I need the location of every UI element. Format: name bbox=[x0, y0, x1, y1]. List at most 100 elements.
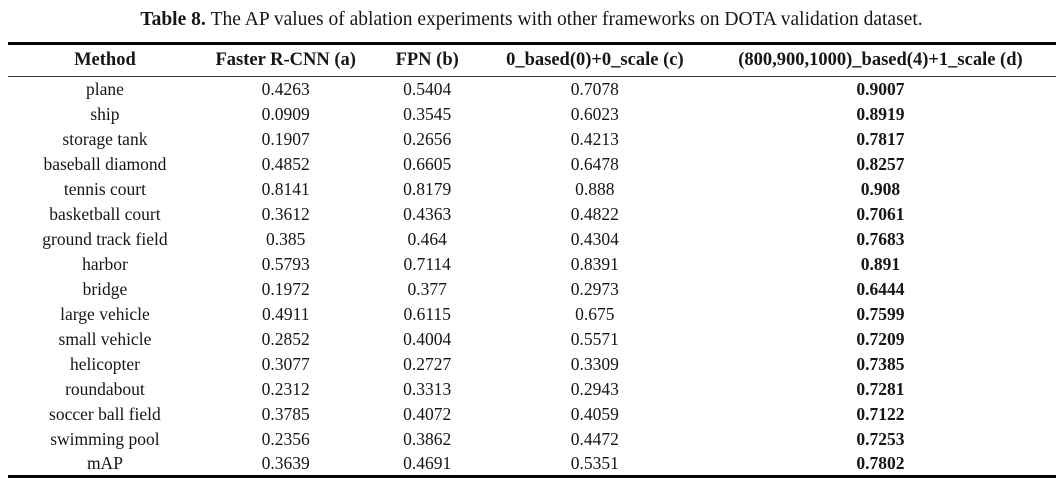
value-cell: 0.1972 bbox=[261, 278, 310, 299]
method-cell: roundabout bbox=[65, 378, 145, 399]
table-row: tennis court 0.8141 0.8179 0.888 0.908 bbox=[8, 177, 1056, 202]
table-row: basketball court 0.3612 0.4363 0.4822 0.7061 bbox=[8, 202, 1056, 227]
value-cell: 0.6115 bbox=[403, 303, 451, 324]
value-cell: 0.6444 bbox=[856, 278, 905, 299]
table-caption: Table 8. The AP values of ablation exper… bbox=[0, 0, 1063, 32]
method-cell: storage tank bbox=[62, 128, 148, 149]
value-cell: 0.4263 bbox=[261, 78, 310, 99]
table-row: swimming pool 0.2356 0.3862 0.4472 0.7253 bbox=[8, 427, 1056, 452]
value-cell: 0.7599 bbox=[856, 303, 905, 324]
value-cell: 0.2973 bbox=[570, 278, 619, 299]
table-row: helicopter 0.3077 0.2727 0.3309 0.7385 bbox=[8, 352, 1056, 377]
table-row: plane 0.4263 0.5404 0.7078 0.9007 bbox=[8, 77, 1056, 102]
value-cell: 0.4472 bbox=[570, 428, 619, 449]
value-cell: 0.3545 bbox=[403, 103, 452, 124]
value-cell: 0.908 bbox=[860, 178, 901, 199]
table-row: ground track field 0.385 0.464 0.4304 0.7683 bbox=[8, 227, 1056, 252]
value-cell: 0.2356 bbox=[261, 428, 310, 449]
value-cell: 0.8391 bbox=[570, 253, 619, 274]
value-cell: 0.888 bbox=[575, 178, 615, 199]
ap-values-table: Method Faster R-CNN (a) FPN (b) 0_based(0)+… bbox=[8, 42, 1056, 478]
value-cell: 0.7122 bbox=[856, 403, 905, 424]
value-cell: 0.3309 bbox=[570, 353, 619, 374]
table-row: bridge 0.1972 0.377 0.2973 0.6444 bbox=[8, 277, 1056, 302]
method-cell: baseball diamond bbox=[43, 153, 167, 174]
value-cell: 0.7209 bbox=[856, 328, 905, 349]
method-cell: soccer ball field bbox=[49, 403, 161, 424]
value-cell: 0.7281 bbox=[856, 378, 905, 399]
table-row: baseball diamond 0.4852 0.6605 0.6478 0.8257 bbox=[8, 152, 1056, 177]
table-header: Method Faster R-CNN (a) FPN (b) 0_based(0)+… bbox=[8, 43, 1056, 77]
column-header: Faster R-CNN (a) bbox=[201, 43, 370, 77]
value-cell: 0.4822 bbox=[570, 203, 619, 224]
value-cell: 0.8919 bbox=[856, 103, 905, 124]
table-row: harbor 0.5793 0.7114 0.8391 0.891 bbox=[8, 252, 1056, 277]
value-cell: 0.6023 bbox=[570, 103, 619, 124]
value-cell: 0.3862 bbox=[403, 428, 452, 449]
value-cell: 0.8257 bbox=[856, 153, 905, 174]
method-cell: plane bbox=[85, 78, 124, 99]
value-cell: 0.675 bbox=[575, 303, 615, 324]
column-header: 0_based(0)+0_scale (c) bbox=[484, 43, 705, 77]
value-cell: 0.4911 bbox=[261, 303, 310, 324]
table-row: soccer ball field 0.3785 0.4072 0.4059 0.712… bbox=[8, 402, 1056, 427]
value-cell: 0.5404 bbox=[403, 78, 452, 99]
value-cell: 0.3639 bbox=[261, 452, 310, 473]
value-cell: 0.464 bbox=[407, 228, 447, 249]
value-cell: 0.7253 bbox=[856, 428, 905, 449]
method-cell: swimming pool bbox=[50, 428, 160, 449]
method-cell: mAP bbox=[86, 452, 123, 473]
method-cell: large vehicle bbox=[60, 303, 150, 324]
table-caption-text: The AP values of ablation experiments wi… bbox=[210, 9, 923, 30]
value-cell: 0.5351 bbox=[570, 452, 619, 473]
value-cell: 0.3313 bbox=[403, 378, 452, 399]
table-row: mAP 0.3639 0.4691 0.5351 0.7802 bbox=[8, 452, 1056, 477]
table-caption-label: Table 8. bbox=[140, 9, 211, 30]
method-cell: ground track field bbox=[42, 228, 168, 249]
value-cell: 0.377 bbox=[407, 278, 447, 299]
table-row: large vehicle 0.4911 0.6115 0.675 0.7599 bbox=[8, 302, 1056, 327]
value-cell: 0.8179 bbox=[403, 178, 452, 199]
value-cell: 0.3612 bbox=[261, 203, 310, 224]
table-header-row: Method Faster R-CNN (a) FPN (b) 0_based(0)+… bbox=[8, 43, 1056, 77]
table-row: storage tank 0.1907 0.2656 0.4213 0.7817 bbox=[8, 127, 1056, 152]
value-cell: 0.4213 bbox=[570, 128, 619, 149]
value-cell: 0.7078 bbox=[570, 78, 619, 99]
value-cell: 0.5793 bbox=[261, 253, 310, 274]
value-cell: 0.3077 bbox=[261, 353, 310, 374]
value-cell: 0.2656 bbox=[403, 128, 452, 149]
value-cell: 0.891 bbox=[860, 253, 901, 274]
value-cell: 0.4852 bbox=[261, 153, 310, 174]
method-cell: basketball court bbox=[49, 203, 161, 224]
method-cell: ship bbox=[90, 103, 120, 124]
value-cell: 0.4059 bbox=[570, 403, 619, 424]
value-cell: 0.2852 bbox=[261, 328, 310, 349]
value-cell: 0.7385 bbox=[856, 353, 905, 374]
value-cell: 0.7817 bbox=[856, 128, 905, 149]
ap-table-container: Method Faster R-CNN (a) FPN (b) 0_based(0)+… bbox=[8, 42, 1056, 478]
value-cell: 0.6605 bbox=[403, 153, 452, 174]
value-cell: 0.2727 bbox=[403, 353, 452, 374]
value-cell: 0.385 bbox=[266, 228, 306, 249]
value-cell: 0.7802 bbox=[856, 452, 905, 473]
value-cell: 0.2943 bbox=[570, 378, 619, 399]
method-cell: helicopter bbox=[69, 353, 140, 374]
value-cell: 0.4004 bbox=[403, 328, 452, 349]
table-row: roundabout 0.2312 0.3313 0.2943 0.7281 bbox=[8, 377, 1056, 402]
value-cell: 0.2312 bbox=[261, 378, 310, 399]
value-cell: 0.7683 bbox=[856, 228, 905, 249]
value-cell: 0.9007 bbox=[856, 78, 905, 99]
value-cell: 0.4072 bbox=[403, 403, 452, 424]
value-cell: 0.4691 bbox=[403, 452, 452, 473]
table-body: plane 0.4263 0.5404 0.7078 0.9007 ship 0.0909 0… bbox=[8, 77, 1056, 477]
method-cell: harbor bbox=[82, 253, 128, 274]
value-cell: 0.8141 bbox=[261, 178, 310, 199]
value-cell: 0.3785 bbox=[261, 403, 310, 424]
column-header: (800,900,1000)_based(4)+1_scale (d) bbox=[704, 43, 1056, 77]
column-header: Method bbox=[8, 43, 202, 77]
value-cell: 0.4363 bbox=[403, 203, 452, 224]
value-cell: 0.0909 bbox=[261, 103, 310, 124]
value-cell: 0.5571 bbox=[570, 328, 619, 349]
value-cell: 0.7114 bbox=[403, 253, 451, 274]
